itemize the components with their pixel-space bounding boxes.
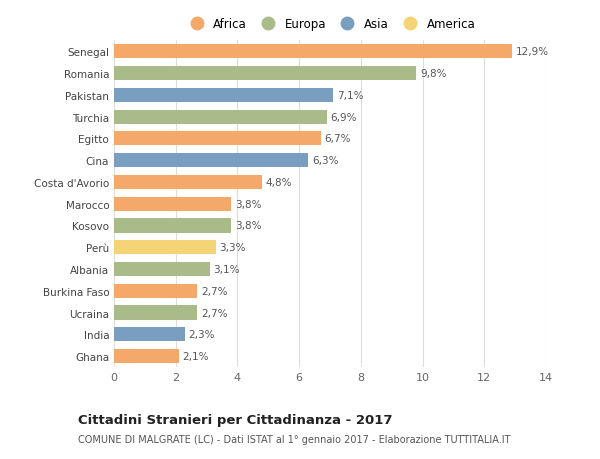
Bar: [114, 263, 209, 276]
Text: 7,1%: 7,1%: [337, 90, 363, 101]
Bar: [114, 175, 262, 190]
Bar: [114, 219, 231, 233]
Text: 6,9%: 6,9%: [331, 112, 357, 123]
Bar: [114, 132, 321, 146]
Bar: [114, 349, 179, 364]
Text: 9,8%: 9,8%: [420, 69, 446, 79]
Text: 2,7%: 2,7%: [201, 286, 227, 296]
Legend: Africa, Europa, Asia, America: Africa, Europa, Asia, America: [181, 15, 479, 34]
Text: 2,3%: 2,3%: [188, 330, 215, 340]
Bar: [114, 154, 308, 168]
Bar: [114, 197, 231, 211]
Bar: [114, 284, 197, 298]
Text: 3,3%: 3,3%: [220, 243, 246, 253]
Text: 3,8%: 3,8%: [235, 221, 262, 231]
Bar: [114, 328, 185, 341]
Text: 4,8%: 4,8%: [266, 178, 292, 188]
Text: 2,7%: 2,7%: [201, 308, 227, 318]
Text: 3,1%: 3,1%: [214, 264, 240, 274]
Bar: [114, 110, 327, 124]
Bar: [114, 45, 512, 59]
Text: 2,1%: 2,1%: [182, 351, 209, 361]
Bar: [114, 67, 416, 81]
Text: 3,8%: 3,8%: [235, 199, 262, 209]
Text: COMUNE DI MALGRATE (LC) - Dati ISTAT al 1° gennaio 2017 - Elaborazione TUTTITALI: COMUNE DI MALGRATE (LC) - Dati ISTAT al …: [78, 434, 511, 444]
Text: 6,7%: 6,7%: [325, 134, 351, 144]
Bar: [114, 241, 216, 255]
Bar: [114, 89, 333, 103]
Text: 6,3%: 6,3%: [312, 156, 338, 166]
Bar: [114, 306, 197, 320]
Text: 12,9%: 12,9%: [516, 47, 549, 57]
Text: Cittadini Stranieri per Cittadinanza - 2017: Cittadini Stranieri per Cittadinanza - 2…: [78, 413, 392, 426]
